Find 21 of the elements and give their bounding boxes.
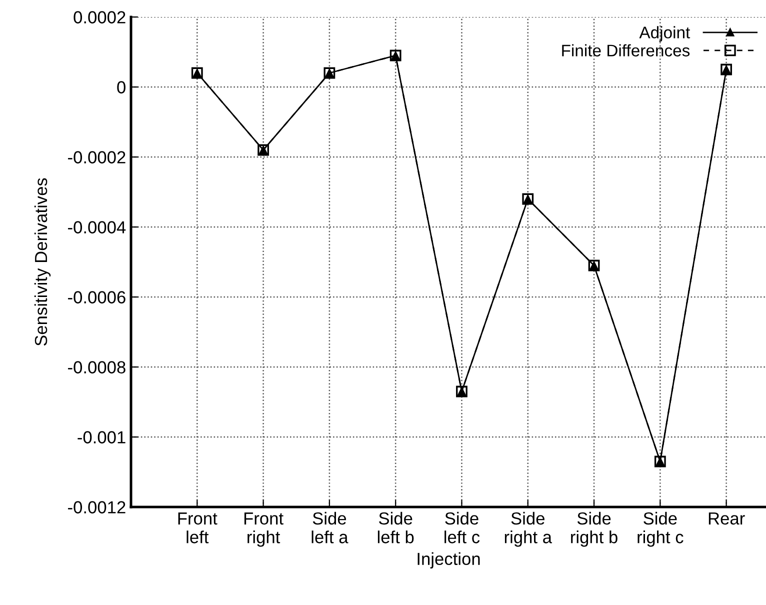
x-tick-label: Side right b (571, 512, 618, 547)
y-tick-label: -0.0004 (68, 221, 126, 234)
x-tick-label: Side left a (312, 512, 348, 544)
x-tick-label: Side right a (504, 512, 552, 547)
x-tick-label: Front right (244, 512, 284, 547)
legend-label: Adjoint (639, 26, 690, 42)
y-tick-label: -0.0006 (68, 291, 126, 304)
x-tick-label: Side left c (444, 512, 480, 544)
y-tick-label: -0.0012 (68, 501, 126, 514)
x-tick-label: Side right c (638, 512, 684, 547)
y-tick-label: -0.001 (78, 431, 126, 444)
legend-label: Finite Differences (562, 44, 690, 56)
y-tick-label: -0.0002 (68, 151, 126, 164)
y-tick-label: 0 (117, 81, 126, 94)
y-tick-label: -0.0008 (68, 361, 126, 374)
x-tick-label: Front left (178, 512, 218, 544)
y-tick-label: 0.0002 (74, 11, 126, 24)
x-tick-label: Rear (708, 512, 745, 525)
y-axis-title: Sensitivity Derivatives (34, 178, 51, 346)
x-axis-title: Injection (418, 552, 480, 568)
x-tick-label: Side left b (378, 512, 414, 544)
